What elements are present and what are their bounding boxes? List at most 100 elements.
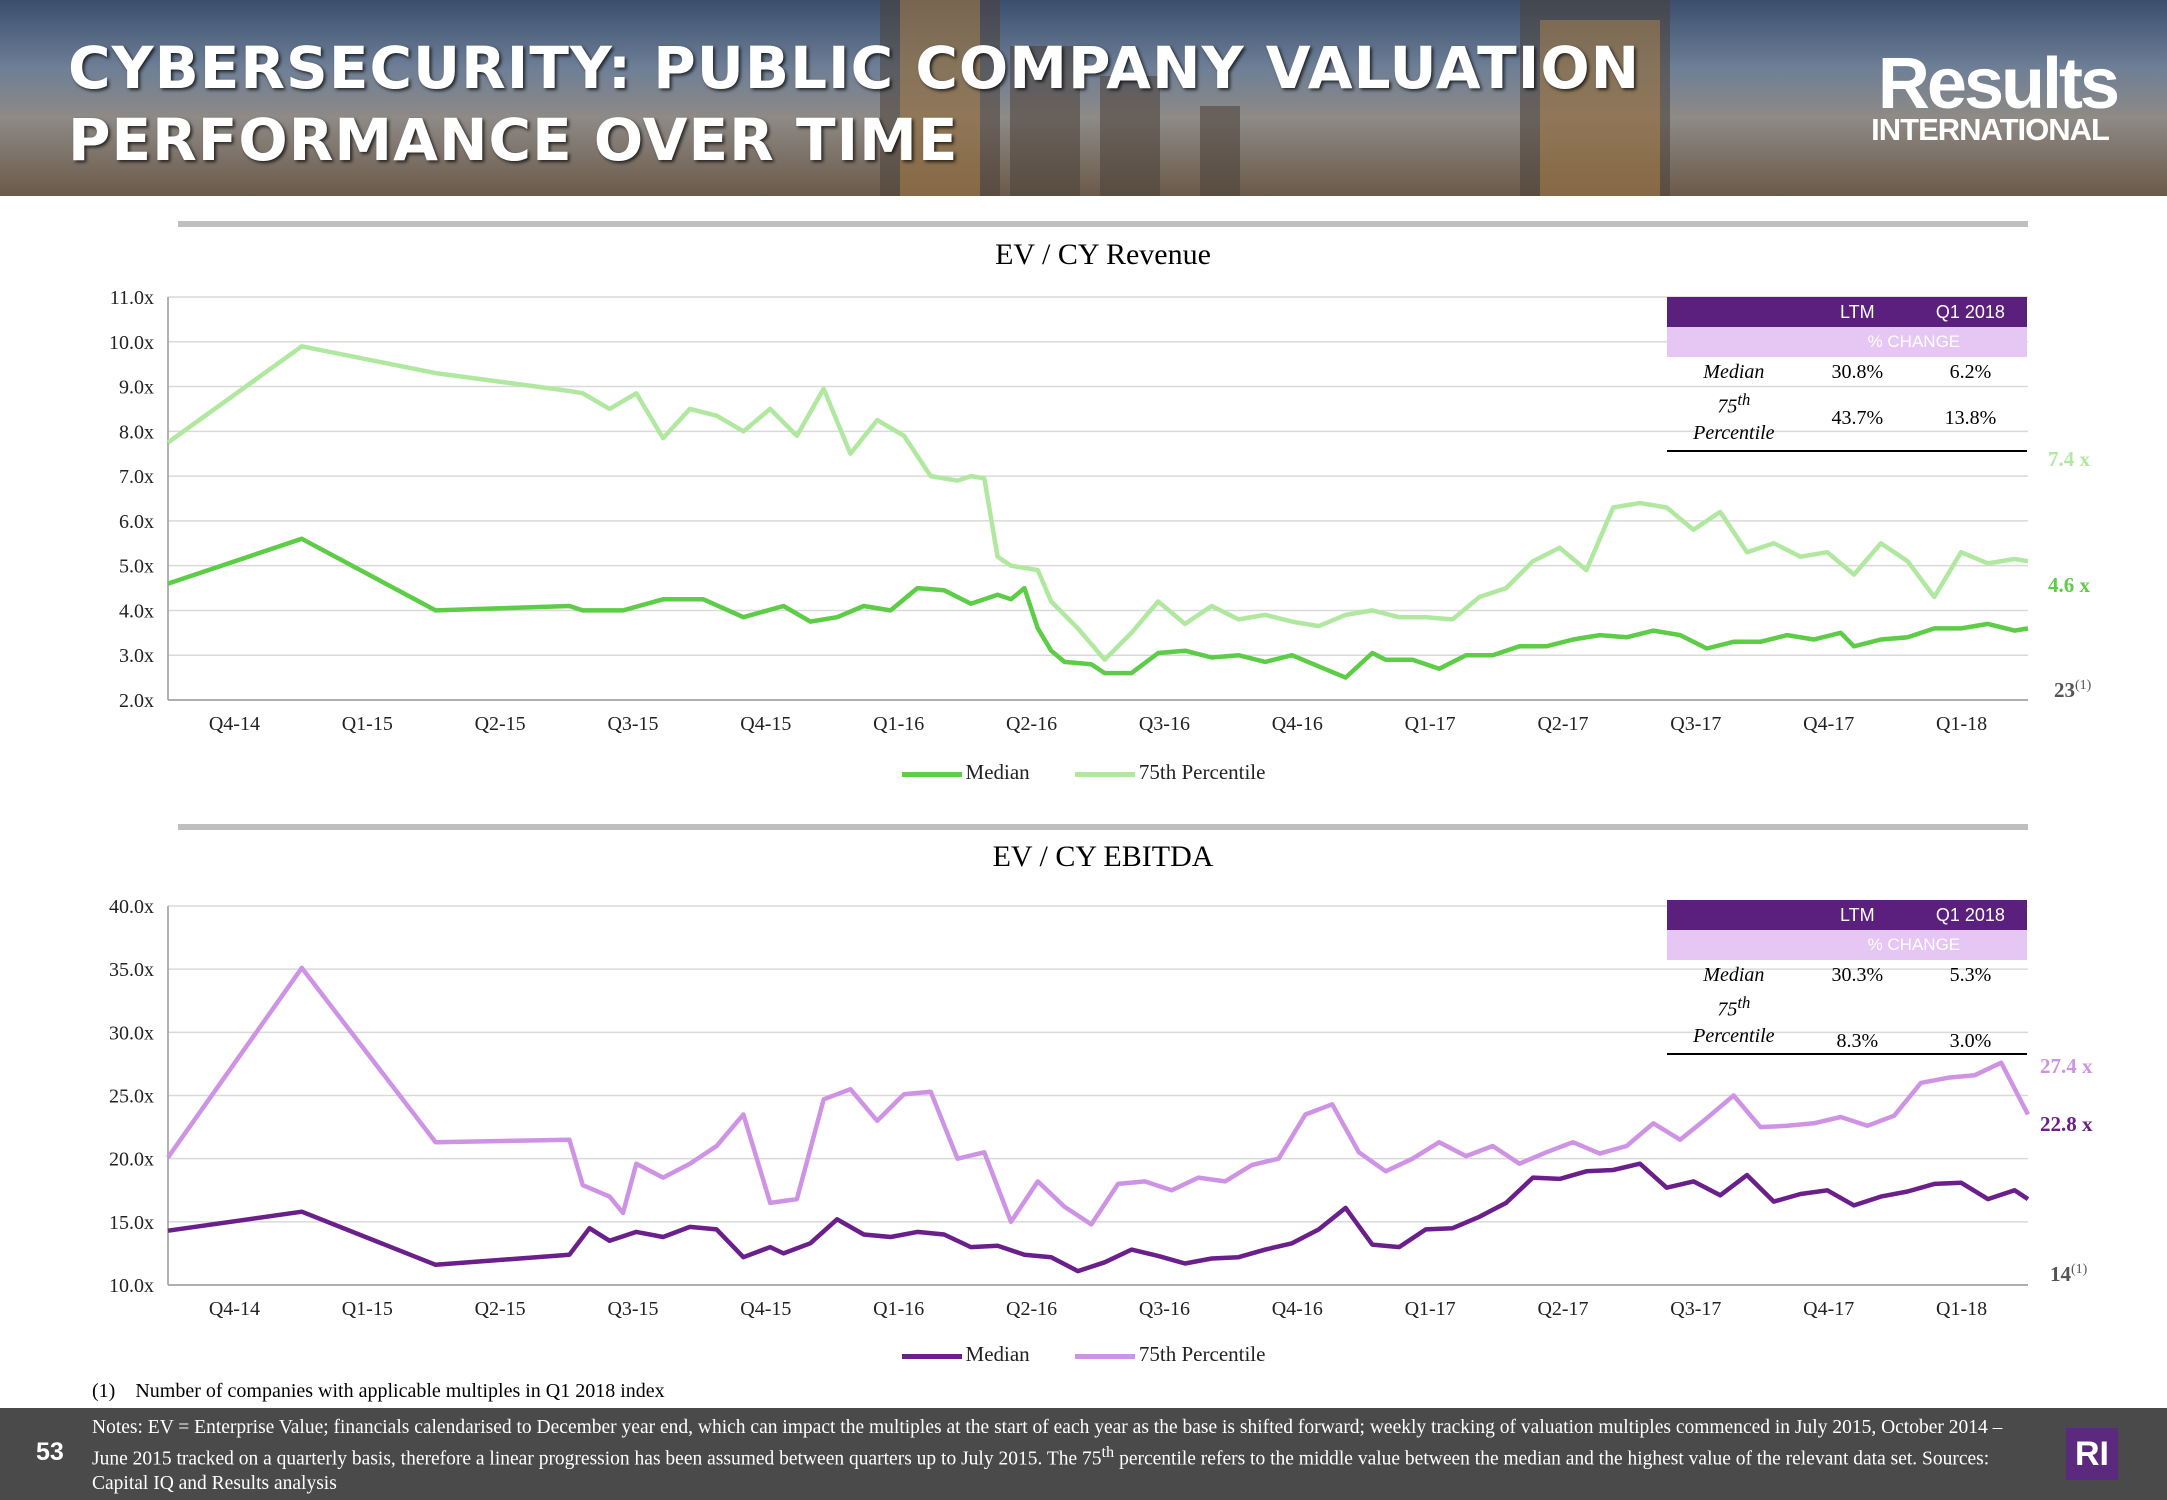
table-sub-blank <box>1667 327 1801 357</box>
legend-swatch-p75 <box>1074 1353 1135 1359</box>
revenue-divider <box>178 221 2028 227</box>
y-tick-label: 25.0x <box>109 1086 154 1108</box>
ebitda-count-value: 14 <box>2050 1262 2071 1286</box>
title-line-2: PERFORMANCE OVER TIME <box>68 106 959 174</box>
x-tick-label: Q3-15 <box>607 713 658 735</box>
cell-median-ltm: 30.8% <box>1831 360 1884 383</box>
x-tick-label: Q1-17 <box>1405 713 1456 735</box>
y-tick-label: 4.0x <box>119 600 154 622</box>
ri-logo: RI <box>2066 1428 2118 1480</box>
row-label-p75: 75th Percentile <box>1667 387 1801 452</box>
series-line-median <box>167 1161 2030 1274</box>
cell-p75-ltm: 43.7% <box>1800 387 1914 452</box>
x-tick-label: Q2-16 <box>1006 713 1057 735</box>
x-tick-label: Q1-17 <box>1405 1298 1456 1320</box>
x-tick-label: Q4-17 <box>1803 713 1854 735</box>
table-header-q1: Q1 2018 <box>1913 297 2027 327</box>
x-tick-label: Q4-16 <box>1272 713 1323 735</box>
footnote-marker: (1) <box>92 1380 116 1402</box>
notes-text-b: percentile refers to the middle value be… <box>92 1448 1990 1494</box>
series-line-75th-percentile <box>166 965 2030 1227</box>
cell-p75-q1: 3.0% <box>1913 990 2027 1055</box>
results-logo-sub: INTERNATIONAL <box>1871 112 2110 147</box>
legend-item-median: Median <box>901 760 1030 785</box>
x-tick-label: Q1-18 <box>1936 713 1987 735</box>
ebitda-chart: 10.0x 15.0x 20.0x 25.0x 30.0x 35.0x 40.0x Q4-14… <box>109 896 2030 1320</box>
x-tick-label: Q1-18 <box>1936 1298 1987 1320</box>
table-header-q1: Q1 2018 <box>1913 900 2027 930</box>
y-tick-label: 7.0x <box>119 466 154 488</box>
legend-label-median: Median <box>965 760 1030 784</box>
series-line-median <box>167 536 2029 680</box>
x-tick-label: Q2-15 <box>475 1298 526 1320</box>
revenue-count-value: 23 <box>2054 678 2075 702</box>
x-tick-label: Q1-15 <box>342 713 393 735</box>
legend-label-p75: 75th Percentile <box>1138 760 1266 784</box>
x-tick-label: Q4-15 <box>740 1298 791 1320</box>
table-header-ltm: LTM <box>1800 900 1914 930</box>
page-title: CYBERSECURITY: PUBLIC COMPANY VALUATION … <box>68 32 1640 176</box>
revenue-change-table: LTM Q1 2018 % CHANGE Median 30.8% 6.2% 7… <box>1667 297 2027 452</box>
legend-swatch-p75 <box>1074 771 1135 777</box>
x-tick-label: Q3-15 <box>607 1298 658 1320</box>
x-tick-label: Q3-16 <box>1139 713 1190 735</box>
ebitda-median-end-label: 22.8 x <box>2040 1112 2093 1136</box>
x-tick-label: Q3-17 <box>1670 1298 1721 1320</box>
footnote: (1) Number of companies with applicable … <box>92 1380 665 1403</box>
revenue-p75-end-label: 7.4 x <box>2048 447 2090 471</box>
legend-item-p75: 75th Percentile <box>1074 1342 1266 1367</box>
x-tick-label: Q2-17 <box>1537 713 1588 735</box>
series-line-75th-percentile <box>166 344 2029 662</box>
table-subheader: % CHANGE <box>1800 327 2027 357</box>
table-sub-blank <box>1667 930 1801 960</box>
ebitda-count-note: (1) <box>2071 1262 2088 1277</box>
title-line-1: CYBERSECURITY: PUBLIC COMPANY VALUATION <box>68 34 1641 102</box>
x-tick-label: Q1-15 <box>342 1298 393 1320</box>
y-tick-label: 6.0x <box>119 511 154 533</box>
footer-notes: Notes: EV = Enterprise Value; financials… <box>92 1416 2032 1496</box>
ebitda-divider <box>178 824 2028 830</box>
cell-median-q1: 5.3% <box>1949 963 1992 986</box>
p75-label-sup: th <box>1737 993 1751 1012</box>
y-tick-label: 9.0x <box>119 377 154 399</box>
cell-median-ltm: 30.3% <box>1831 963 1884 986</box>
p75-label-num: 75 <box>1717 395 1738 418</box>
table-header-blank <box>1667 297 1801 327</box>
ebitda-company-count: 14(1) <box>2050 1262 2087 1287</box>
row-label-p75: 75th Percentile <box>1667 990 1801 1055</box>
y-tick-label: 30.0x <box>109 1022 154 1044</box>
p75-label-text: Percentile <box>1693 421 1775 444</box>
ebitda-legend: Median 75th Percentile <box>0 1342 2167 1367</box>
legend-swatch-median <box>901 1353 962 1359</box>
y-tick-label: 15.0x <box>109 1212 154 1234</box>
notes-sup: th <box>1101 1443 1115 1461</box>
x-tick-label: Q1-16 <box>873 1298 924 1320</box>
y-tick-label: 11.0x <box>110 287 154 309</box>
table-subheader: % CHANGE <box>1800 930 2027 960</box>
y-tick-label: 8.0x <box>119 421 154 443</box>
x-tick-label: Q4-14 <box>209 713 260 735</box>
legend-label-p75: 75th Percentile <box>1138 1342 1266 1366</box>
x-tick-label: Q2-16 <box>1006 1298 1057 1320</box>
x-tick-label: Q1-16 <box>873 713 924 735</box>
x-tick-label: Q4-16 <box>1272 1298 1323 1320</box>
y-tick-label: 40.0x <box>109 896 154 918</box>
revenue-legend: Median 75th Percentile <box>0 760 2167 785</box>
x-tick-label: Q4-14 <box>209 1298 260 1320</box>
ebitda-change-table: LTM Q1 2018 % CHANGE Median 30.3% 5.3% 7… <box>1667 900 2027 1055</box>
y-tick-label: 2.0x <box>119 690 154 712</box>
x-tick-label: Q4-15 <box>740 713 791 735</box>
p75-label-num: 75 <box>1717 998 1738 1021</box>
y-tick-label: 10.0x <box>109 1275 154 1297</box>
y-tick-label: 10.0x <box>109 332 154 354</box>
revenue-count-note: (1) <box>2075 678 2092 693</box>
revenue-chart-title: EV / CY Revenue <box>995 238 1211 271</box>
x-tick-label: Q3-17 <box>1670 713 1721 735</box>
ebitda-chart-title: EV / CY EBITDA <box>992 840 1214 873</box>
p75-label-text: Percentile <box>1693 1024 1775 1047</box>
y-tick-label: 3.0x <box>119 645 154 667</box>
table-header-ltm: LTM <box>1800 297 1914 327</box>
x-tick-label: Q2-17 <box>1537 1298 1588 1320</box>
revenue-median-end-label: 4.6 x <box>2048 573 2090 597</box>
row-label-median: Median <box>1703 963 1765 986</box>
